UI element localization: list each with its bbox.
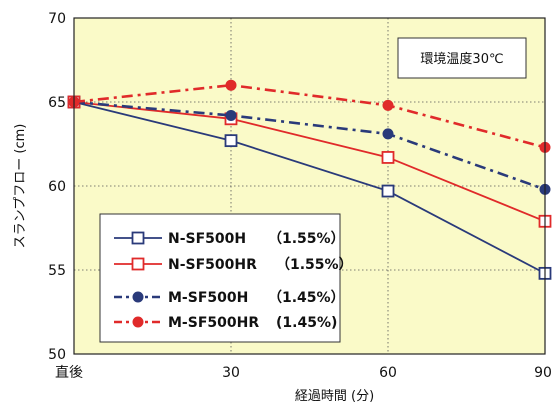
x-tick-label: 90 [534, 365, 552, 381]
x-tick-label: 30 [222, 365, 240, 381]
series-line [73, 101, 546, 223]
data-point [382, 128, 394, 140]
data-point [132, 316, 144, 328]
legend-item: N-SF500HR （1.55%） [114, 257, 353, 273]
x-axis-title: 経過時間 (分) [295, 389, 374, 404]
x-tick-label: 直後 [55, 364, 83, 381]
y-tick-label: 50 [48, 347, 66, 363]
x-tick-labels: 直後 30 60 90 [55, 364, 552, 381]
y-tick-label: 65 [48, 95, 66, 111]
legend-item: N-SF500H （1.55%） [114, 231, 345, 247]
plot-frame [73, 17, 546, 355]
legend-items: N-SF500H （1.55%） N-SF500HR （1.55%） M-SF500H （… [114, 231, 353, 331]
data-point [131, 231, 145, 245]
y-axis-title: スランプフロー (cm) [13, 124, 28, 249]
annotation-box: 環境温度30℃ [397, 37, 527, 79]
data-point [382, 99, 394, 111]
legend-label: N-SF500H [168, 231, 246, 247]
data-point [225, 109, 237, 121]
data-point [131, 257, 145, 271]
y-tick-labels: 50 55 60 65 70 [48, 11, 66, 363]
annotation-text: 環境温度30℃ [420, 51, 503, 67]
legend-label: M-SF500H [168, 290, 248, 306]
data-point [132, 291, 144, 303]
legend-label: N-SF500HR [168, 257, 257, 273]
legend: N-SF500H （1.55%） N-SF500HR （1.55%） M-SF500H （… [99, 213, 353, 343]
series-line [73, 101, 546, 275]
data-point [224, 134, 238, 148]
data-point [381, 184, 395, 198]
series-lines [67, 79, 552, 280]
series-line [73, 83, 546, 149]
legend-label: M-SF500HR [168, 315, 259, 331]
y-tick-label: 55 [48, 263, 66, 279]
y-tick-label: 60 [48, 179, 66, 195]
legend-detail: (1.45%) [276, 315, 337, 331]
x-tick-label: 60 [379, 365, 397, 381]
legend-item: M-SF500HR (1.45%) [114, 315, 337, 331]
series-line [73, 100, 546, 191]
legend-detail: （1.55%） [276, 257, 353, 273]
y-tick-label: 70 [48, 11, 66, 27]
legend-detail: （1.55%） [268, 231, 345, 247]
series-3 [68, 79, 551, 153]
data-point [381, 151, 395, 164]
legend-item: M-SF500H （1.45%） [114, 290, 345, 306]
legend-detail: （1.45%） [268, 290, 345, 306]
data-point [225, 79, 237, 91]
annotation-frame [397, 37, 527, 79]
